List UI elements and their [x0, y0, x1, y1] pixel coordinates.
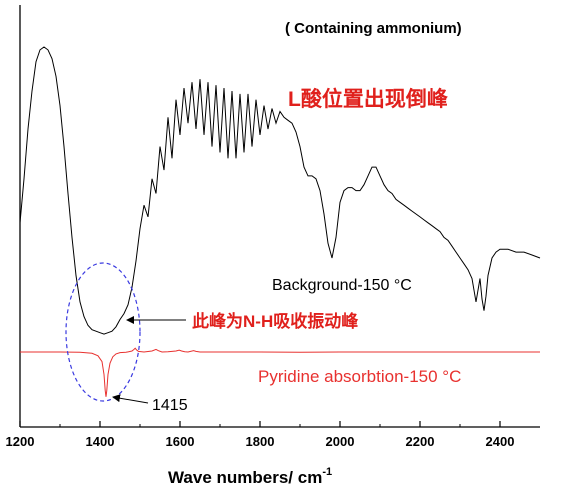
series-pyridine-line — [20, 347, 540, 397]
background-label: Background-150 °C — [272, 277, 412, 294]
x-axis-title-sup: -1 — [322, 466, 332, 478]
x-tick-label: 2200 — [406, 434, 435, 449]
x-axis-title-main: Wave numbers/ cm — [168, 468, 322, 487]
x-tick-label: 2000 — [326, 434, 355, 449]
x-tick-label: 1200 — [6, 434, 35, 449]
x-tick-label: 2400 — [486, 434, 515, 449]
red-title: L酸位置出现倒峰 — [288, 87, 448, 111]
x-axis-ticks: 1200 1400 1600 1800 2000 2200 2400 — [6, 421, 515, 449]
x-axis-title: Wave numbers/ cm-1 — [168, 466, 332, 487]
highlight-ellipse — [65, 262, 141, 402]
peak-label: 1415 — [152, 397, 188, 414]
x-tick-label: 1400 — [86, 434, 115, 449]
series-background-line — [19, 46, 541, 335]
x-tick-label: 1600 — [166, 434, 195, 449]
x-tick-label: 1800 — [246, 434, 275, 449]
nh-note: 此峰为N-H吸收振动峰 — [192, 311, 359, 331]
pyridine-label: Pyridine absorbtion-150 °C — [258, 367, 461, 386]
top-note: ( Containing ammonium) — [285, 20, 462, 37]
peak-arrow — [112, 394, 149, 404]
plot-frame — [19, 5, 540, 428]
